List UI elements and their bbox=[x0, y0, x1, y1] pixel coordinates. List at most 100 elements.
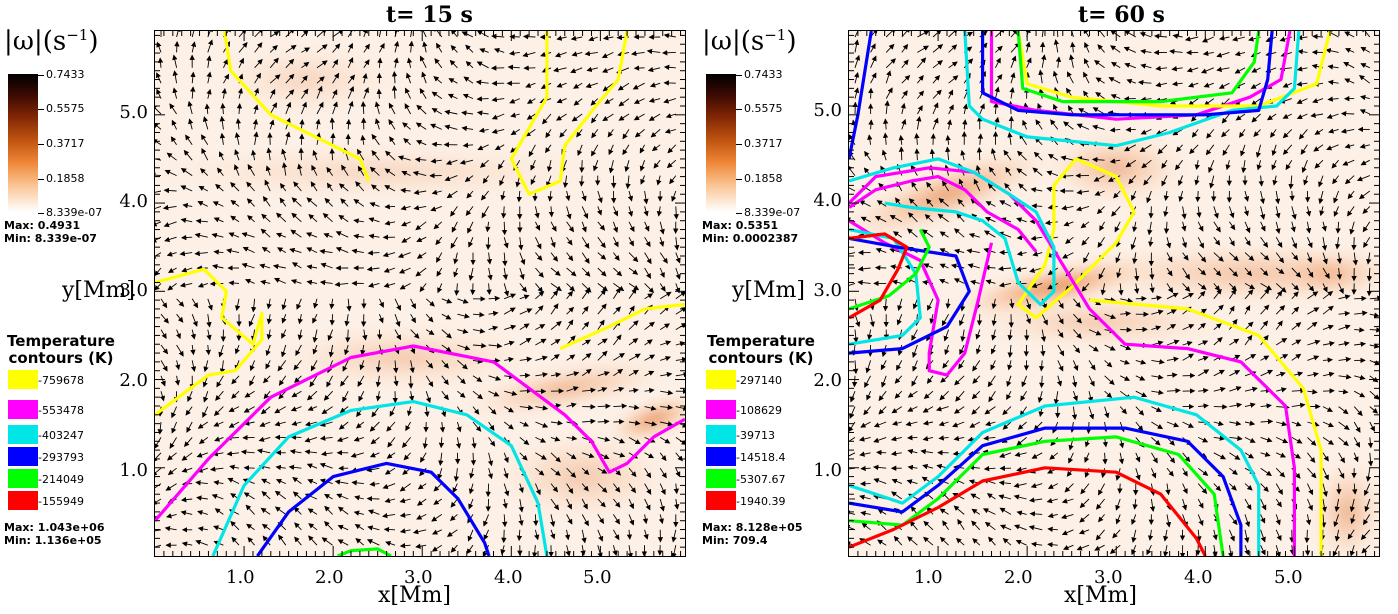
velocity-arrow bbox=[336, 493, 349, 500]
velocity-arrow bbox=[278, 375, 287, 386]
velocity-arrow bbox=[374, 101, 380, 115]
velocity-arrow bbox=[360, 134, 366, 145]
velocity-arrow bbox=[155, 452, 162, 463]
velocity-arrow bbox=[226, 450, 240, 457]
velocity-arrow bbox=[276, 212, 287, 223]
y-axis-label: y[Mm] bbox=[732, 278, 805, 303]
x-tick-label: 5.0 bbox=[583, 567, 612, 588]
velocity-arrow bbox=[240, 449, 255, 455]
velocity-arrow bbox=[243, 406, 255, 413]
temp-level: 39713 bbox=[736, 429, 775, 442]
velocity-arrow bbox=[360, 101, 367, 115]
velocity-arrow bbox=[307, 405, 318, 411]
y-tick-label: 1.0 bbox=[119, 460, 148, 481]
velocity-arrow bbox=[326, 182, 333, 192]
velocity-arrow bbox=[166, 513, 177, 519]
velocity-arrow bbox=[183, 149, 193, 161]
velocity-arrow bbox=[441, 298, 453, 304]
velocity-arrow bbox=[416, 140, 427, 146]
velocity-arrow bbox=[441, 344, 452, 353]
velocity-arrow bbox=[274, 506, 287, 515]
velocity-arrow bbox=[195, 218, 208, 224]
velocity-arrow bbox=[363, 87, 369, 99]
velocity-arrow bbox=[233, 164, 240, 176]
velocity-arrow bbox=[291, 420, 302, 426]
velocity-arrow bbox=[265, 344, 271, 357]
velocity-arrow bbox=[209, 466, 224, 472]
velocity-arrow bbox=[181, 267, 193, 273]
velocity-arrow bbox=[195, 539, 208, 546]
velocity-arrow bbox=[285, 58, 295, 69]
velocity-arrow bbox=[155, 544, 162, 548]
velocity-arrow bbox=[215, 183, 224, 192]
velocity-arrow bbox=[285, 131, 291, 145]
velocity-arrow bbox=[384, 185, 396, 192]
velocity-arrow bbox=[408, 391, 415, 402]
velocity-arrow bbox=[386, 421, 396, 432]
velocity-arrow bbox=[169, 103, 177, 115]
velocity-arrow bbox=[393, 360, 399, 374]
velocity-arrow bbox=[485, 483, 491, 498]
velocity-arrow bbox=[254, 58, 263, 69]
velocity-arrow bbox=[519, 372, 531, 379]
velocity-arrow bbox=[321, 537, 333, 546]
velocity-arrow bbox=[312, 149, 318, 161]
velocity-arrow bbox=[332, 59, 339, 69]
velocity-arrow bbox=[172, 70, 178, 84]
velocity-arrow bbox=[259, 263, 271, 269]
velocity-arrow bbox=[367, 525, 380, 531]
velocity-arrow bbox=[266, 298, 272, 310]
velocity-arrow bbox=[171, 421, 178, 434]
velocity-arrow bbox=[176, 298, 185, 307]
velocity-arrow bbox=[155, 467, 162, 477]
velocity-arrow bbox=[281, 329, 287, 339]
velocity-arrow bbox=[344, 314, 350, 327]
temp-level: 108629 bbox=[736, 404, 782, 417]
velocity-arrow bbox=[319, 248, 333, 255]
velocity-arrow bbox=[253, 131, 259, 145]
velocity-arrow bbox=[247, 215, 255, 223]
velocity-arrow bbox=[228, 232, 240, 238]
velocity-arrow bbox=[180, 496, 193, 503]
velocity-arrow bbox=[285, 73, 295, 84]
velocity-arrow bbox=[235, 118, 242, 130]
velocity-arrow bbox=[363, 43, 370, 53]
velocity-arrow bbox=[1340, 110, 1355, 117]
velocity-arrow bbox=[306, 247, 318, 254]
velocity-arrow bbox=[305, 232, 318, 238]
velocity-arrow bbox=[160, 375, 166, 387]
velocity-arrow bbox=[406, 406, 413, 417]
velocity-arrow bbox=[301, 88, 309, 99]
velocity-arrow bbox=[384, 467, 396, 475]
velocity-arrow bbox=[197, 282, 208, 288]
velocity-arrow bbox=[306, 390, 318, 401]
velocity-arrow bbox=[358, 390, 365, 402]
velocity-arrow bbox=[340, 375, 349, 387]
velocity-arrow bbox=[174, 375, 181, 386]
velocity-arrow bbox=[180, 217, 193, 224]
velocity-arrow bbox=[180, 185, 193, 192]
velocity-arrow bbox=[249, 360, 256, 372]
velocity-arrow bbox=[876, 449, 887, 456]
velocity-arrow bbox=[435, 236, 443, 246]
velocity-arrow bbox=[306, 197, 318, 207]
velocity-arrow bbox=[329, 148, 335, 161]
velocity-arrow bbox=[166, 152, 177, 161]
velocity-arrow bbox=[1366, 267, 1373, 282]
velocity-arrow bbox=[441, 313, 452, 320]
velocity-arrow bbox=[269, 119, 275, 130]
velocity-arrow bbox=[249, 375, 256, 387]
velocity-arrow bbox=[579, 160, 585, 173]
velocity-arrow bbox=[488, 295, 501, 302]
velocity-arrow bbox=[414, 156, 427, 163]
velocity-arrow bbox=[213, 525, 224, 531]
velocity-arrow bbox=[434, 58, 443, 69]
vorticity-patch bbox=[607, 395, 685, 443]
velocity-arrow bbox=[353, 510, 364, 516]
velocity-arrow bbox=[391, 85, 398, 99]
velocity-arrow bbox=[335, 231, 349, 238]
velocity-arrow bbox=[366, 539, 380, 546]
velocity-arrow bbox=[166, 251, 177, 257]
velocity-arrow bbox=[412, 529, 427, 535]
velocity-arrow bbox=[438, 437, 445, 449]
